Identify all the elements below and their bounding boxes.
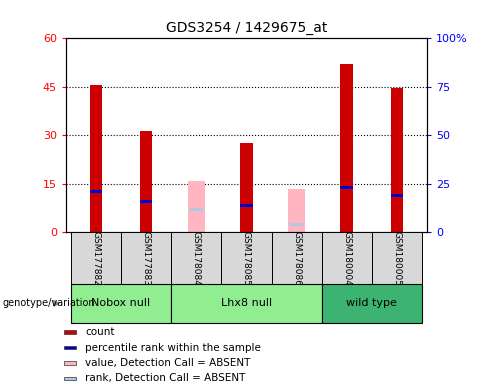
Bar [390, 88, 403, 232]
Bar [372, 232, 422, 284]
Bar [140, 200, 152, 203]
Bar [271, 232, 322, 284]
Bar [63, 346, 76, 349]
Text: rank, Detection Call = ABSENT: rank, Detection Call = ABSENT [85, 373, 245, 383]
Bar [121, 232, 171, 284]
Bar [171, 284, 322, 323]
Text: count: count [85, 327, 115, 337]
Bar [190, 208, 203, 210]
Text: value, Detection Call = ABSENT: value, Detection Call = ABSENT [85, 358, 250, 368]
Text: percentile rank within the sample: percentile rank within the sample [85, 343, 261, 353]
Text: Lhx8 null: Lhx8 null [221, 298, 272, 308]
Text: Nobox null: Nobox null [91, 298, 151, 308]
Bar [240, 204, 253, 207]
Bar [187, 180, 205, 232]
Bar [90, 85, 102, 232]
Text: GSM180004: GSM180004 [342, 231, 351, 286]
Bar [63, 361, 76, 364]
Bar [63, 331, 76, 334]
Bar [240, 144, 253, 232]
Text: GSM178085: GSM178085 [242, 231, 251, 286]
Bar [71, 232, 121, 284]
Bar [171, 232, 222, 284]
Bar [288, 189, 305, 232]
Bar [290, 223, 303, 226]
Text: genotype/variation: genotype/variation [2, 298, 95, 308]
Text: GSM178086: GSM178086 [292, 231, 301, 286]
Bar [322, 232, 372, 284]
Text: GSM178084: GSM178084 [192, 231, 201, 286]
Bar [322, 284, 422, 323]
Text: GSM177883: GSM177883 [142, 231, 151, 286]
Bar [390, 194, 403, 197]
Text: GSM177882: GSM177882 [91, 231, 101, 286]
Bar [222, 232, 271, 284]
Title: GDS3254 / 1429675_at: GDS3254 / 1429675_at [166, 21, 327, 35]
Bar [71, 284, 171, 323]
Text: GSM180005: GSM180005 [392, 231, 402, 286]
Text: wild type: wild type [346, 298, 397, 308]
Bar [341, 64, 353, 232]
Bar [341, 186, 353, 189]
Bar [140, 131, 152, 232]
Bar [90, 190, 102, 193]
Bar [63, 377, 76, 380]
